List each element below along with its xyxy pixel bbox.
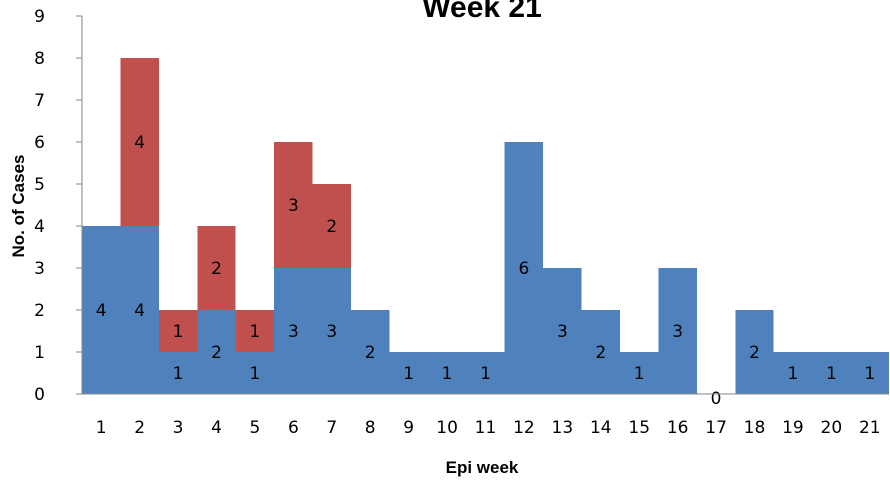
y-tick-label: 2	[34, 301, 45, 321]
bar-segment	[312, 268, 351, 394]
x-tick-label: 9	[403, 418, 414, 438]
data-label: 4	[134, 301, 145, 321]
data-label: 1	[250, 322, 261, 342]
data-label: 2	[326, 217, 337, 237]
bar-segment	[620, 352, 659, 394]
x-tick-label: 12	[513, 418, 535, 438]
bar-segment	[235, 310, 275, 352]
y-tick-label: 0	[34, 385, 45, 405]
x-axis: 1 2 3 4 5 6 7 8 9 10 11 12 13 14 15 16 17 18 19 20 21	[82, 393, 889, 438]
y-tick-label: 1	[34, 343, 45, 363]
data-label: 1	[788, 364, 799, 384]
data-label: 1	[173, 364, 184, 384]
data-label: 3	[288, 322, 299, 342]
bar-segment	[850, 352, 889, 394]
x-tick-label: 10	[436, 418, 458, 438]
data-label: 3	[672, 322, 683, 342]
x-axis-title: Epi week	[446, 458, 519, 477]
bar-segment	[351, 310, 390, 394]
bar-segment	[389, 352, 428, 394]
x-tick-label: 17	[705, 418, 727, 438]
bar-segment	[274, 268, 313, 394]
x-tick-label: 8	[365, 418, 376, 438]
data-label: 1	[634, 364, 645, 384]
data-label: 1	[826, 364, 837, 384]
x-tick-label: 21	[859, 418, 881, 438]
data-label: 3	[557, 322, 568, 342]
x-tick-label: 14	[590, 418, 612, 438]
bar-segment	[581, 310, 620, 394]
data-label: 1	[403, 364, 414, 384]
data-label: 1	[442, 364, 453, 384]
data-label: 4	[134, 133, 145, 153]
bar-segment	[466, 352, 505, 394]
x-tick-label: 20	[821, 418, 843, 438]
bar-segment	[543, 268, 582, 394]
data-label: 1	[173, 322, 184, 342]
y-tick-label: 3	[34, 259, 45, 279]
data-label: 4	[96, 301, 107, 321]
data-label: 3	[326, 322, 337, 342]
bar-segment	[274, 142, 313, 268]
y-tick-label: 7	[34, 91, 45, 111]
bar-segment	[197, 226, 236, 310]
data-label: 2	[211, 343, 222, 363]
x-tick-label: 19	[782, 418, 804, 438]
data-label: 1	[250, 364, 261, 384]
y-tick-label: 9	[34, 7, 45, 27]
x-tick-label: 18	[744, 418, 766, 438]
data-label: 6	[519, 259, 530, 279]
bar-segment	[312, 184, 351, 268]
bar-segment	[504, 142, 544, 394]
x-tick-label: 4	[211, 418, 222, 438]
data-label: 2	[211, 259, 222, 279]
x-tick-label: 13	[552, 418, 574, 438]
y-axis: 0 1 2 3 4 5 6 7 8 9	[34, 7, 83, 405]
bar-segment	[158, 352, 198, 394]
x-tick-label: 15	[628, 418, 650, 438]
bar-segment	[235, 352, 275, 394]
bar-segment	[120, 58, 159, 226]
data-label: 2	[749, 343, 760, 363]
data-label: 3	[288, 196, 299, 216]
data-label: 1	[864, 364, 875, 384]
bar-segment	[735, 310, 774, 394]
x-tick-label: 7	[326, 418, 337, 438]
x-tick-label: 1	[96, 418, 107, 438]
bar-segment	[773, 352, 813, 394]
x-tick-label: 3	[173, 418, 184, 438]
bar-segment	[812, 352, 851, 394]
y-tick-label: 8	[34, 49, 45, 69]
y-tick-label: 5	[34, 175, 45, 195]
data-label: 0	[711, 389, 722, 409]
x-tick-label: 5	[250, 418, 261, 438]
data-label: 2	[595, 343, 606, 363]
bar-segment	[120, 226, 159, 394]
x-tick-label: 2	[134, 418, 145, 438]
x-tick-label: 11	[475, 418, 497, 438]
bar-segment	[197, 310, 236, 394]
bar-segment	[427, 352, 467, 394]
x-tick-label: 6	[288, 418, 299, 438]
plot-area: 4 4 1 2 1 3 3 2 1 1 1 6 3 2 1 3 0 2 1 1 1 4 1 2 1 3 2	[82, 58, 889, 409]
y-tick-label: 6	[34, 133, 45, 153]
y-axis-title: No. of Cases	[9, 155, 28, 258]
bar-segment	[658, 268, 697, 394]
data-label: 1	[480, 364, 491, 384]
data-label: 2	[365, 343, 376, 363]
x-tick-label: 16	[667, 418, 689, 438]
y-tick-label: 4	[34, 217, 45, 237]
bar-segment	[158, 310, 198, 352]
chart-title: Week 21	[422, 0, 542, 24]
bar-segment	[82, 226, 121, 394]
